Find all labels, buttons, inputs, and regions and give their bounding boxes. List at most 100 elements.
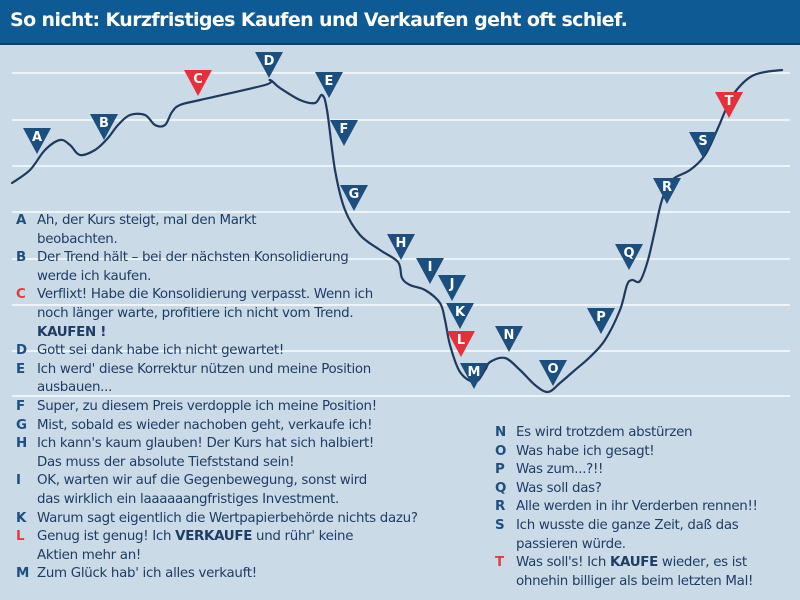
legend-key: Q bbox=[495, 480, 507, 496]
marker-p: P bbox=[587, 308, 615, 334]
legend-key: S bbox=[495, 517, 505, 533]
legend-text: Ich kann's kaum glauben! Der Kurs hat si… bbox=[37, 436, 374, 470]
legend-key: G bbox=[16, 417, 27, 433]
marker-label: G bbox=[349, 187, 360, 202]
marker-g: G bbox=[340, 185, 368, 211]
marker-label: S bbox=[698, 134, 707, 149]
marker-label: H bbox=[396, 236, 407, 251]
legend-text: Ah, der Kurs steigt, mal den Markt beobac… bbox=[37, 213, 257, 247]
marker-r: R bbox=[653, 178, 681, 204]
marker-label: E bbox=[325, 74, 334, 89]
marker-m: M bbox=[460, 363, 488, 389]
marker-label: B bbox=[99, 116, 109, 131]
legend-key: K bbox=[16, 510, 27, 526]
triangle-marker-icon bbox=[387, 234, 415, 260]
triangle-marker-icon bbox=[539, 360, 567, 386]
marker-label: L bbox=[457, 333, 465, 348]
marker-h: H bbox=[387, 234, 415, 260]
legend-key: E bbox=[16, 361, 25, 377]
legend-item-b: B Der Trend hält – bei der nächsten Konso… bbox=[16, 249, 456, 286]
marker-l: L bbox=[447, 331, 475, 357]
gridlines bbox=[12, 72, 790, 397]
marker-f: F bbox=[330, 120, 358, 146]
marker-label: K bbox=[455, 305, 466, 320]
triangle-marker-icon bbox=[715, 92, 743, 118]
legend-item-k: K Warum sagt eigentlich die Wertpapierbeh… bbox=[16, 510, 456, 529]
legend-text: Super, zu diesem Preis verdopple ich mei… bbox=[37, 398, 377, 414]
legend-right-column: N Es wird trotzdem abstürzen O Was habe ich… bbox=[495, 424, 795, 591]
legend-item-i: I OK, warten wir auf die Gegenbewegung, s… bbox=[16, 472, 456, 509]
triangle-marker-icon bbox=[615, 244, 643, 270]
legend-item-d: D Gott sei dank habe ich nicht gewartet! bbox=[16, 342, 456, 361]
legend-key: T bbox=[495, 555, 504, 571]
marker-label: O bbox=[547, 362, 558, 377]
marker-e: E bbox=[315, 72, 343, 98]
legend-key: N bbox=[495, 425, 506, 440]
marker-c: C bbox=[184, 70, 212, 96]
triangle-marker-icon bbox=[340, 185, 368, 211]
marker-d: D bbox=[255, 52, 283, 78]
legend-item-l: L Genug ist genug! Ich VERKAUFE und rühr'… bbox=[16, 528, 456, 565]
triangle-marker-icon bbox=[653, 178, 681, 204]
legend-item-t: T Was soll's! Ich KAUFE wieder, es ist ohn… bbox=[495, 554, 795, 591]
legend-key: A bbox=[16, 213, 27, 228]
marker-label: F bbox=[340, 122, 349, 137]
price-line bbox=[10, 68, 784, 394]
legend-text: Genug ist genug! Ich VERKAUFE und rühr' … bbox=[37, 529, 354, 563]
legend-item-s: S Ich wusste die ganze Zeit, daß das passi… bbox=[495, 517, 795, 554]
legend-key: M bbox=[16, 566, 30, 582]
header-bar: So nicht: Kurzfristiges Kaufen und Verka… bbox=[0, 0, 800, 45]
legend-key: B bbox=[16, 250, 26, 266]
legend-text: Mist, sobald es wieder nachoben geht, ve… bbox=[37, 417, 373, 433]
legend-text: Der Trend hält – bei der nächsten Konsol… bbox=[37, 250, 349, 284]
legend-key: R bbox=[495, 499, 506, 515]
legend-key: D bbox=[16, 343, 27, 359]
triangle-marker-icon bbox=[330, 120, 358, 146]
triangle-marker-icon bbox=[438, 275, 466, 301]
legend-key: C bbox=[16, 287, 26, 303]
legend-key: F bbox=[16, 398, 25, 414]
marker-label: T bbox=[725, 94, 734, 109]
legend-item-o: O Was habe ich gesagt! bbox=[495, 443, 795, 462]
legend-item-f: F Super, zu diesem Preis verdopple ich me… bbox=[16, 398, 456, 417]
legend-text: OK, warten wir auf die Gegenbewegung, so… bbox=[37, 473, 367, 507]
legend-key: I bbox=[16, 473, 21, 489]
legend-item-h: H Ich kann's kaum glauben! Der Kurs hat s… bbox=[16, 435, 456, 472]
legend-key: L bbox=[16, 529, 25, 545]
legend-text: Alle werden in ihr Verderben rennen!! bbox=[516, 499, 758, 515]
legend-text: Was soll das? bbox=[516, 480, 602, 496]
legend-text: Was zum...?!! bbox=[516, 462, 604, 478]
marker-label: I bbox=[428, 260, 433, 275]
legend-text: Es wird trotzdem abstürzen bbox=[516, 425, 693, 440]
marker-q: Q bbox=[615, 244, 643, 270]
legend-text: Warum sagt eigentlich die Wertpapierbehö… bbox=[37, 510, 418, 526]
marker-s: S bbox=[689, 132, 717, 158]
legend-text: Gott sei dank habe ich nicht gewartet! bbox=[37, 343, 284, 359]
legend-key: P bbox=[495, 462, 505, 478]
marker-k: K bbox=[446, 303, 474, 329]
legend-item-r: R Alle werden in ihr Verderben rennen!! bbox=[495, 498, 795, 517]
triangle-marker-icon bbox=[255, 52, 283, 78]
chart-title: So nicht: Kurzfristiges Kaufen und Verka… bbox=[10, 9, 628, 31]
marker-label: C bbox=[193, 72, 203, 87]
marker-j: J bbox=[438, 275, 466, 301]
legend-item-g: G Mist, sobald es wieder nachoben geht, v… bbox=[16, 417, 456, 436]
marker-label: A bbox=[32, 130, 42, 145]
marker-label: Q bbox=[623, 246, 634, 261]
legend-text: Zum Glück hab' ich alles verkauft! bbox=[37, 566, 257, 582]
triangle-marker-icon bbox=[495, 326, 523, 352]
legend-key: H bbox=[16, 436, 27, 452]
event-markers: A B C D E F G H I JKL M N O P Q R S T bbox=[23, 52, 743, 389]
marker-label: M bbox=[468, 365, 481, 380]
marker-n: N bbox=[495, 326, 523, 352]
legend-left-column: A Ah, der Kurs steigt, mal den Markt beoba… bbox=[16, 212, 456, 584]
legend-text: Ich wusste die ganze Zeit, daß das passie… bbox=[516, 517, 739, 552]
marker-label: P bbox=[596, 310, 606, 325]
triangle-marker-icon bbox=[587, 308, 615, 334]
legend-text: Ich werd' diese Korrektur nützen und mei… bbox=[37, 361, 371, 396]
triangle-marker-icon bbox=[447, 331, 475, 357]
triangle-marker-icon bbox=[689, 132, 717, 158]
marker-b: B bbox=[90, 114, 118, 140]
triangle-marker-icon bbox=[315, 72, 343, 98]
legend-item-a: A Ah, der Kurs steigt, mal den Markt beoba… bbox=[16, 212, 456, 249]
